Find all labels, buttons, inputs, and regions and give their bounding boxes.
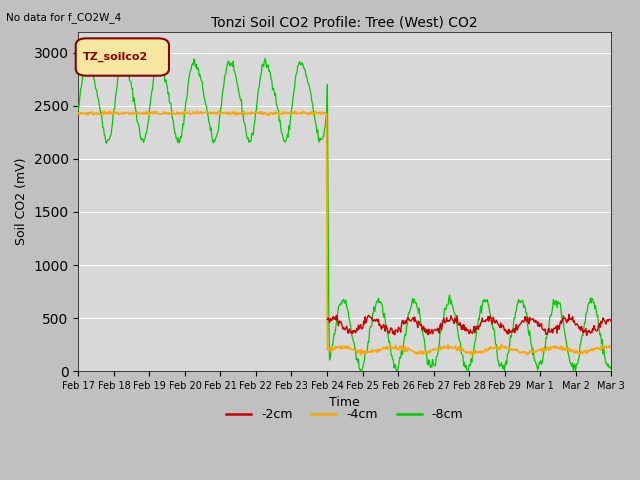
Text: TZ_soilco2: TZ_soilco2 (83, 52, 148, 62)
Legend: -2cm, -4cm, -8cm: -2cm, -4cm, -8cm (221, 403, 468, 426)
Title: Tonzi Soil CO2 Profile: Tree (West) CO2: Tonzi Soil CO2 Profile: Tree (West) CO2 (211, 15, 478, 29)
Y-axis label: Soil CO2 (mV): Soil CO2 (mV) (15, 157, 28, 245)
X-axis label: Time: Time (330, 396, 360, 409)
Text: No data for f_CO2W_4: No data for f_CO2W_4 (6, 12, 122, 23)
FancyBboxPatch shape (76, 38, 169, 76)
